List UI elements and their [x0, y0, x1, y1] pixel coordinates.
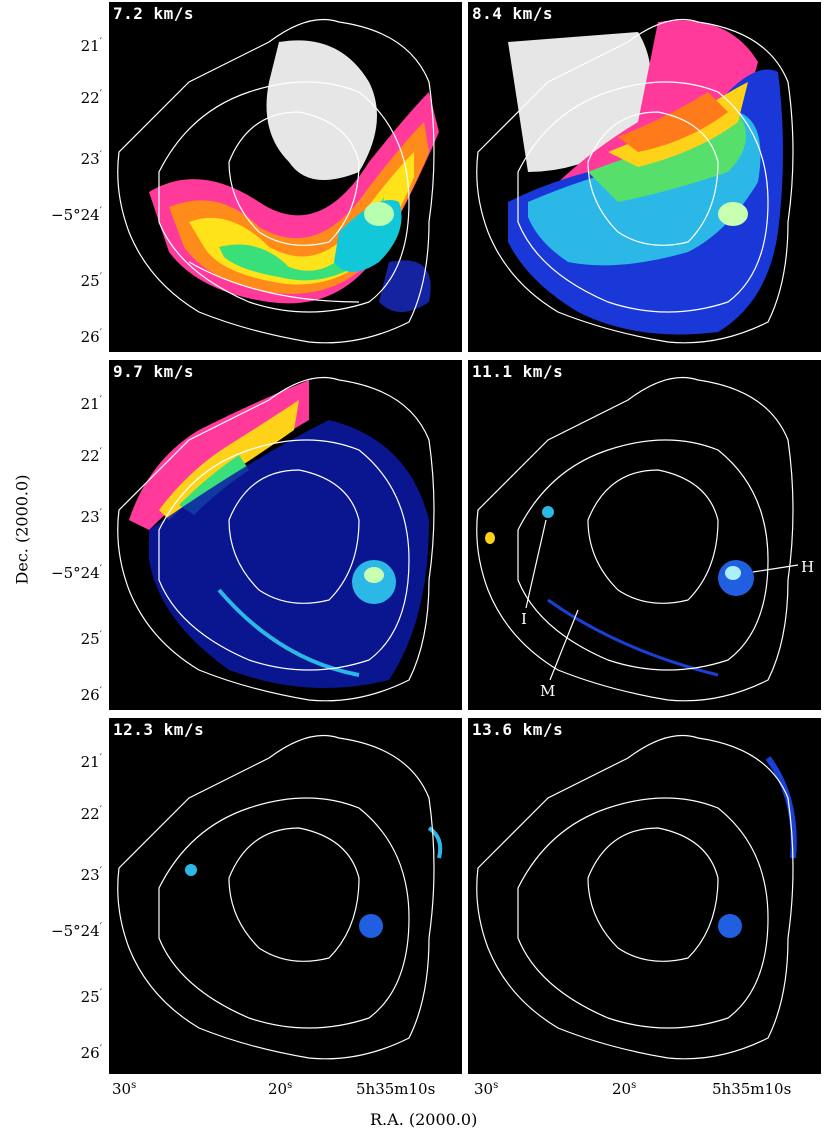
y-tick-label: 21′ — [80, 395, 102, 413]
y-tick-label: 22′ — [80, 805, 102, 823]
x-tick-20-left: 20s — [268, 1080, 293, 1098]
y-tick-label: 23′ — [80, 150, 102, 168]
annotation-h: H — [801, 558, 815, 576]
velocity-label: 9.7 km/s — [113, 362, 195, 381]
x-tick-20-right: 20s — [612, 1080, 637, 1098]
x-axis-label: R.A. (2000.0) — [370, 1110, 478, 1129]
y-tick-label: 22′ — [80, 447, 102, 465]
y-tick-label: 26′ — [80, 328, 102, 346]
y-tick-label: 25′ — [80, 272, 102, 290]
y-tick-label: 25′ — [80, 630, 102, 648]
x-tick-10-left: 5h35m10s — [356, 1080, 436, 1098]
channel-panel-4: 11.1 km/s H I M — [468, 360, 821, 710]
annotation-m: M — [540, 682, 556, 700]
y-tick-label: 21′ — [80, 753, 102, 771]
velocity-label: 11.1 km/s — [472, 362, 564, 381]
velocity-label: 13.6 km/s — [472, 720, 564, 739]
y-tick-label: −5°24′ — [51, 564, 102, 582]
y-tick-label: −5°24′ — [51, 206, 102, 224]
panel-5-map — [117, 734, 443, 1060]
y-tick-label: 21′ — [80, 37, 102, 55]
channel-panel-3: 9.7 km/s — [109, 360, 462, 710]
panel-6-map — [476, 734, 797, 1060]
velocity-label: 7.2 km/s — [113, 4, 195, 23]
y-tick-label: 23′ — [80, 866, 102, 884]
channel-panel-1: 7.2 km/s — [109, 2, 462, 352]
y-tick-label: 22′ — [80, 89, 102, 107]
velocity-label: 12.3 km/s — [113, 720, 205, 739]
annotation-i: I — [521, 610, 527, 628]
y-axis-label: Dec. (2000.0) — [12, 474, 32, 585]
x-tick-10-right: 5h35m10s — [712, 1080, 792, 1098]
y-tick-label: 23′ — [80, 508, 102, 526]
channel-panel-6: 13.6 km/s — [468, 718, 821, 1074]
figure-frame: 7.2 km/s 8.4 km/s — [107, 0, 823, 1076]
y-tick-label: 25′ — [80, 988, 102, 1006]
velocity-label: 8.4 km/s — [472, 4, 554, 23]
y-tick-label: −5°24′ — [51, 922, 102, 940]
x-tick-30-right: 30s — [474, 1080, 499, 1098]
panel-3-map — [117, 376, 435, 702]
channel-panel-2: 8.4 km/s — [468, 2, 821, 352]
channel-panel-5: 12.3 km/s — [109, 718, 462, 1074]
panel-2-map — [476, 18, 794, 344]
y-tick-label: 26′ — [80, 686, 102, 704]
panel-1-map — [117, 18, 439, 344]
panel-4-map — [476, 376, 799, 702]
x-tick-30-left: 30s — [112, 1080, 137, 1098]
y-tick-label: 26′ — [80, 1044, 102, 1062]
